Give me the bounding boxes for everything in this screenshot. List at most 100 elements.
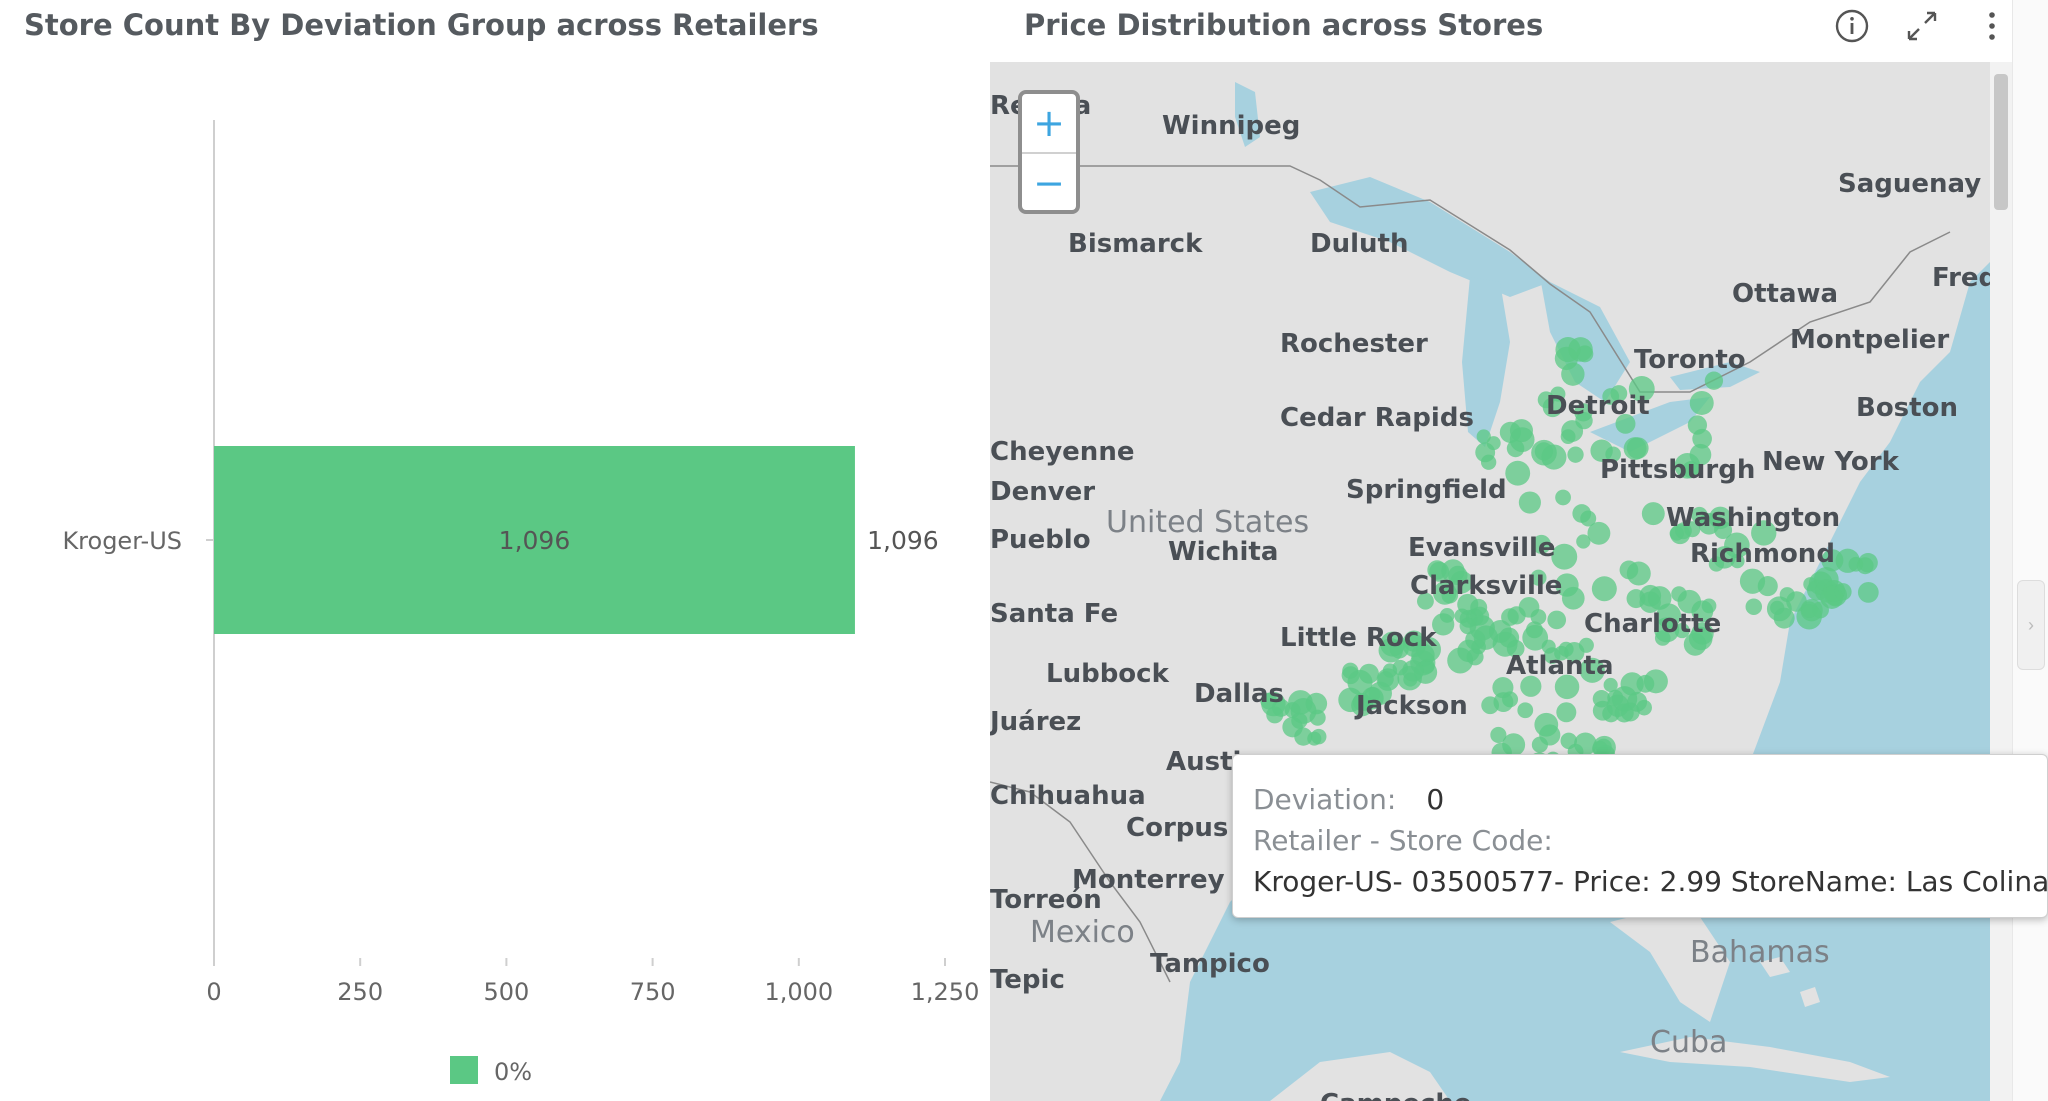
store-point[interactable]	[1517, 702, 1534, 719]
store-point[interactable]	[1628, 375, 1655, 402]
store-point[interactable]	[1560, 429, 1576, 445]
store-point[interactable]	[1555, 489, 1571, 506]
store-point[interactable]	[1486, 436, 1501, 451]
store-point[interactable]	[1704, 371, 1724, 390]
store-point[interactable]	[1713, 546, 1736, 569]
store-point[interactable]	[1305, 692, 1328, 715]
store-point[interactable]	[1291, 712, 1308, 729]
store-point[interactable]	[1627, 691, 1648, 712]
scrollbar-thumb[interactable]	[1994, 74, 2008, 210]
store-point[interactable]	[1466, 648, 1484, 666]
store-point[interactable]	[1480, 454, 1497, 470]
store-point[interactable]	[1623, 437, 1647, 461]
store-point[interactable]	[1561, 586, 1585, 610]
store-point[interactable]	[1470, 598, 1488, 616]
store-point[interactable]	[1773, 607, 1795, 629]
store-point[interactable]	[1378, 638, 1403, 663]
store-point[interactable]	[1714, 521, 1733, 540]
store-point[interactable]	[1416, 592, 1434, 610]
store-point[interactable]	[1551, 543, 1578, 570]
store-point[interactable]	[1689, 390, 1714, 415]
store-point[interactable]	[1554, 674, 1580, 700]
store-point[interactable]	[1505, 460, 1531, 486]
store-point[interactable]	[1739, 568, 1766, 594]
store-point[interactable]	[1352, 692, 1371, 711]
store-point[interactable]	[1779, 587, 1795, 603]
store-point[interactable]	[1579, 657, 1605, 683]
store-point[interactable]	[1603, 677, 1618, 693]
vertical-scrollbar[interactable]	[1990, 62, 2012, 1101]
store-point[interactable]	[1701, 598, 1717, 614]
store-point[interactable]	[1550, 386, 1566, 402]
store-point[interactable]	[1307, 731, 1322, 746]
store-point[interactable]	[1555, 336, 1581, 363]
legend-label[interactable]: 0%	[494, 1058, 532, 1086]
store-point[interactable]	[1856, 557, 1874, 575]
store-point[interactable]	[1689, 443, 1712, 466]
store-point[interactable]	[1416, 636, 1441, 662]
store-point[interactable]	[1531, 534, 1551, 554]
legend-swatch[interactable]	[450, 1056, 478, 1084]
store-point[interactable]	[1745, 598, 1763, 615]
store-point[interactable]	[1751, 520, 1777, 546]
store-point[interactable]	[1476, 429, 1491, 444]
store-point[interactable]	[1639, 591, 1661, 613]
store-point[interactable]	[1692, 428, 1712, 449]
store-point[interactable]	[1459, 617, 1477, 635]
store-point[interactable]	[1835, 548, 1860, 573]
store-point[interactable]	[1656, 603, 1682, 629]
store-point[interactable]	[1590, 439, 1613, 462]
store-point[interactable]	[1507, 606, 1526, 625]
store-point[interactable]	[1619, 560, 1639, 580]
store-point[interactable]	[1347, 669, 1373, 695]
map-view[interactable]: Winnipeg Saguenay Bismarck Duluth Ottawa Mont…	[990, 62, 1990, 1101]
store-point[interactable]	[1541, 639, 1556, 654]
store-point[interactable]	[1448, 565, 1468, 586]
store-point[interactable]	[1530, 609, 1547, 625]
expand-icon[interactable]	[1904, 8, 1940, 44]
more-vertical-icon[interactable]	[1974, 8, 2010, 44]
store-point[interactable]	[1534, 442, 1554, 461]
store-point[interactable]	[1402, 659, 1424, 682]
store-point[interactable]	[1547, 610, 1567, 630]
store-point[interactable]	[1433, 581, 1457, 605]
store-point[interactable]	[1522, 624, 1549, 651]
store-point[interactable]	[1556, 702, 1577, 723]
store-point[interactable]	[1473, 625, 1499, 650]
store-point[interactable]	[1531, 736, 1548, 753]
store-point[interactable]	[1580, 510, 1597, 527]
zoom-in-button[interactable]: +	[1022, 94, 1076, 154]
zoom-out-button[interactable]: −	[1033, 161, 1065, 205]
store-point[interactable]	[1520, 675, 1542, 697]
store-point[interactable]	[1592, 700, 1613, 721]
store-point[interactable]	[1368, 681, 1392, 705]
store-point[interactable]	[1691, 506, 1708, 524]
collapse-tab[interactable]: ›	[2017, 580, 2045, 670]
bar[interactable]	[214, 446, 855, 634]
info-icon[interactable]	[1834, 8, 1870, 44]
store-point[interactable]	[1636, 674, 1655, 693]
store-point[interactable]	[1576, 534, 1591, 549]
store-point[interactable]	[1674, 623, 1690, 639]
store-point[interactable]	[1592, 735, 1616, 759]
store-point[interactable]	[1530, 569, 1547, 586]
store-point[interactable]	[1542, 397, 1563, 418]
store-point[interactable]	[1654, 630, 1671, 646]
store-point[interactable]	[1684, 521, 1701, 538]
store-point[interactable]	[1490, 726, 1507, 744]
store-point[interactable]	[1602, 388, 1620, 405]
store-point[interactable]	[1682, 461, 1700, 479]
store-point[interactable]	[1578, 637, 1594, 653]
store-point[interactable]	[1574, 403, 1593, 422]
store-point[interactable]	[1509, 427, 1535, 453]
store-point[interactable]	[1567, 446, 1584, 463]
store-point[interactable]	[1857, 582, 1879, 603]
store-point[interactable]	[1820, 585, 1844, 609]
store-point[interactable]	[1688, 626, 1713, 651]
store-point[interactable]	[1432, 613, 1455, 636]
store-point[interactable]	[1615, 413, 1636, 434]
store-point[interactable]	[1641, 502, 1665, 526]
store-point[interactable]	[1591, 576, 1617, 602]
store-point[interactable]	[1558, 641, 1574, 657]
store-point[interactable]	[1518, 491, 1541, 514]
